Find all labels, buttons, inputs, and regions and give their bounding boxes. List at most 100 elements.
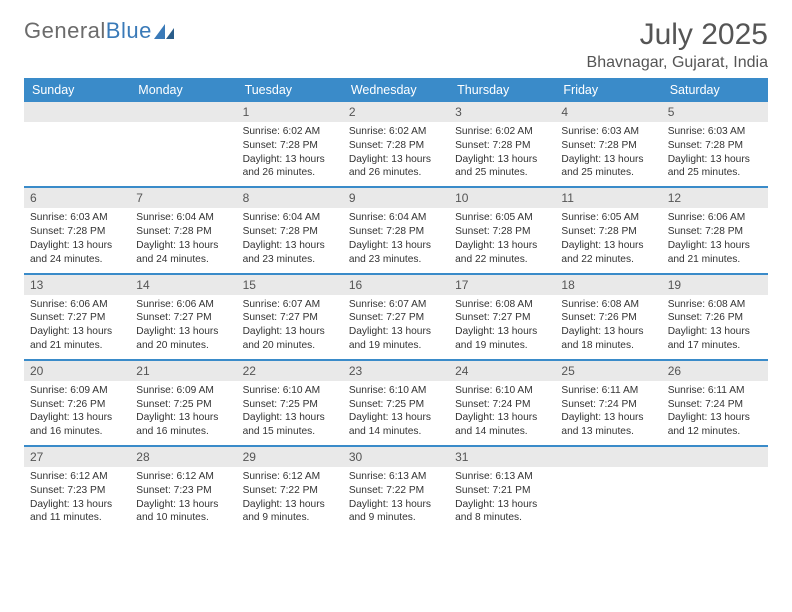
sunset-text: Sunset: 7:28 PM <box>30 225 124 239</box>
day-number: 12 <box>662 188 768 208</box>
sunrise-text: Sunrise: 6:06 AM <box>668 211 762 225</box>
day-number: 20 <box>24 361 130 381</box>
sunset-text: Sunset: 7:23 PM <box>136 484 230 498</box>
day-body: Sunrise: 6:11 AMSunset: 7:24 PMDaylight:… <box>662 384 768 439</box>
daylight-text: Daylight: 13 hours and 12 minutes. <box>668 411 762 439</box>
day-body: Sunrise: 6:02 AMSunset: 7:28 PMDaylight:… <box>343 125 449 180</box>
day-body: Sunrise: 6:08 AMSunset: 7:27 PMDaylight:… <box>449 298 555 353</box>
day-cell: 1Sunrise: 6:02 AMSunset: 7:28 PMDaylight… <box>237 102 343 186</box>
day-header-cell: Wednesday <box>343 78 449 102</box>
sunset-text: Sunset: 7:28 PM <box>561 225 655 239</box>
day-number: 9 <box>343 188 449 208</box>
day-number: 25 <box>555 361 661 381</box>
daylight-text: Daylight: 13 hours and 25 minutes. <box>668 153 762 181</box>
day-number: 30 <box>343 447 449 467</box>
daylight-text: Daylight: 13 hours and 9 minutes. <box>349 498 443 526</box>
day-cell: 19Sunrise: 6:08 AMSunset: 7:26 PMDayligh… <box>662 275 768 359</box>
day-number <box>24 102 130 122</box>
daylight-text: Daylight: 13 hours and 9 minutes. <box>243 498 337 526</box>
sunrise-text: Sunrise: 6:04 AM <box>243 211 337 225</box>
sunrise-text: Sunrise: 6:08 AM <box>668 298 762 312</box>
day-cell <box>130 102 236 186</box>
day-cell: 27Sunrise: 6:12 AMSunset: 7:23 PMDayligh… <box>24 447 130 531</box>
day-body: Sunrise: 6:09 AMSunset: 7:25 PMDaylight:… <box>130 384 236 439</box>
day-cell: 16Sunrise: 6:07 AMSunset: 7:27 PMDayligh… <box>343 275 449 359</box>
day-number: 1 <box>237 102 343 122</box>
daylight-text: Daylight: 13 hours and 16 minutes. <box>136 411 230 439</box>
sunset-text: Sunset: 7:28 PM <box>668 225 762 239</box>
day-body: Sunrise: 6:12 AMSunset: 7:22 PMDaylight:… <box>237 470 343 525</box>
day-body: Sunrise: 6:13 AMSunset: 7:22 PMDaylight:… <box>343 470 449 525</box>
sunset-text: Sunset: 7:25 PM <box>349 398 443 412</box>
day-number: 14 <box>130 275 236 295</box>
day-number: 8 <box>237 188 343 208</box>
sunset-text: Sunset: 7:22 PM <box>349 484 443 498</box>
sunset-text: Sunset: 7:27 PM <box>243 311 337 325</box>
day-body: Sunrise: 6:10 AMSunset: 7:25 PMDaylight:… <box>237 384 343 439</box>
logo-sail-icon <box>154 22 176 40</box>
sunrise-text: Sunrise: 6:08 AM <box>561 298 655 312</box>
day-body: Sunrise: 6:11 AMSunset: 7:24 PMDaylight:… <box>555 384 661 439</box>
day-cell: 22 Sunrise: 6:10 AMSunset: 7:25 PMDayligh… <box>237 361 343 445</box>
day-cell: 30 Sunrise: 6:13 AMSunset: 7:22 PMDayligh… <box>343 447 449 531</box>
daylight-text: Daylight: 13 hours and 11 minutes. <box>30 498 124 526</box>
daylight-text: Daylight: 13 hours and 14 minutes. <box>349 411 443 439</box>
title-block: July 2025 Bhavnagar, Gujarat, India <box>587 18 768 72</box>
day-cell: 28Sunrise: 6:12 AMSunset: 7:23 PMDayligh… <box>130 447 236 531</box>
day-body: Sunrise: 6:10 AMSunset: 7:25 PMDaylight:… <box>343 384 449 439</box>
day-cell: 26Sunrise: 6:11 AMSunset: 7:24 PMDayligh… <box>662 361 768 445</box>
daylight-text: Daylight: 13 hours and 26 minutes. <box>349 153 443 181</box>
week-row: 1Sunrise: 6:02 AMSunset: 7:28 PMDaylight… <box>24 102 768 188</box>
day-body: Sunrise: 6:10 AMSunset: 7:24 PMDaylight:… <box>449 384 555 439</box>
sunset-text: Sunset: 7:28 PM <box>243 139 337 153</box>
day-body: Sunrise: 6:09 AMSunset: 7:26 PMDaylight:… <box>24 384 130 439</box>
sunrise-text: Sunrise: 6:08 AM <box>455 298 549 312</box>
sunset-text: Sunset: 7:28 PM <box>349 139 443 153</box>
day-number: 16 <box>343 275 449 295</box>
day-cell <box>555 447 661 531</box>
location-text: Bhavnagar, Gujarat, India <box>587 54 768 72</box>
sunrise-text: Sunrise: 6:09 AM <box>30 384 124 398</box>
day-number: 19 <box>662 275 768 295</box>
sunrise-text: Sunrise: 6:10 AM <box>349 384 443 398</box>
day-body: Sunrise: 6:03 AMSunset: 7:28 PMDaylight:… <box>662 125 768 180</box>
sunset-text: Sunset: 7:26 PM <box>30 398 124 412</box>
sunrise-text: Sunrise: 6:03 AM <box>668 125 762 139</box>
sunset-text: Sunset: 7:25 PM <box>243 398 337 412</box>
day-cell: 21Sunrise: 6:09 AMSunset: 7:25 PMDayligh… <box>130 361 236 445</box>
day-cell <box>24 102 130 186</box>
sunrise-text: Sunrise: 6:02 AM <box>349 125 443 139</box>
logo-text-second: Blue <box>106 18 152 44</box>
sunrise-text: Sunrise: 6:12 AM <box>30 470 124 484</box>
sunset-text: Sunset: 7:22 PM <box>243 484 337 498</box>
day-header-cell: Monday <box>130 78 236 102</box>
day-header-cell: Tuesday <box>237 78 343 102</box>
daylight-text: Daylight: 13 hours and 17 minutes. <box>668 325 762 353</box>
week-row: 13Sunrise: 6:06 AMSunset: 7:27 PMDayligh… <box>24 275 768 361</box>
day-cell: 12Sunrise: 6:06 AMSunset: 7:28 PMDayligh… <box>662 188 768 272</box>
sunset-text: Sunset: 7:28 PM <box>349 225 443 239</box>
sunrise-text: Sunrise: 6:13 AM <box>455 470 549 484</box>
day-cell: 25 Sunrise: 6:11 AMSunset: 7:24 PMDayligh… <box>555 361 661 445</box>
sunset-text: Sunset: 7:24 PM <box>455 398 549 412</box>
day-cell: 24Sunrise: 6:10 AMSunset: 7:24 PMDayligh… <box>449 361 555 445</box>
day-body: Sunrise: 6:07 AMSunset: 7:27 PMDaylight:… <box>237 298 343 353</box>
day-header-cell: Friday <box>555 78 661 102</box>
sunset-text: Sunset: 7:27 PM <box>30 311 124 325</box>
daylight-text: Daylight: 13 hours and 25 minutes. <box>561 153 655 181</box>
day-number: 11 <box>555 188 661 208</box>
week-row: 27Sunrise: 6:12 AMSunset: 7:23 PMDayligh… <box>24 447 768 531</box>
day-number <box>555 447 661 467</box>
day-body: Sunrise: 6:05 AMSunset: 7:28 PMDaylight:… <box>449 211 555 266</box>
day-cell: 31Sunrise: 6:13 AMSunset: 7:21 PMDayligh… <box>449 447 555 531</box>
daylight-text: Daylight: 13 hours and 15 minutes. <box>243 411 337 439</box>
day-number: 22 <box>237 361 343 381</box>
day-body: Sunrise: 6:04 AMSunset: 7:28 PMDaylight:… <box>237 211 343 266</box>
sunrise-text: Sunrise: 6:04 AM <box>136 211 230 225</box>
day-number: 4 <box>555 102 661 122</box>
day-cell: 8 Sunrise: 6:04 AMSunset: 7:28 PMDaylight… <box>237 188 343 272</box>
day-number: 28 <box>130 447 236 467</box>
sunrise-text: Sunrise: 6:13 AM <box>349 470 443 484</box>
day-number: 15 <box>237 275 343 295</box>
day-cell: 17Sunrise: 6:08 AMSunset: 7:27 PMDayligh… <box>449 275 555 359</box>
